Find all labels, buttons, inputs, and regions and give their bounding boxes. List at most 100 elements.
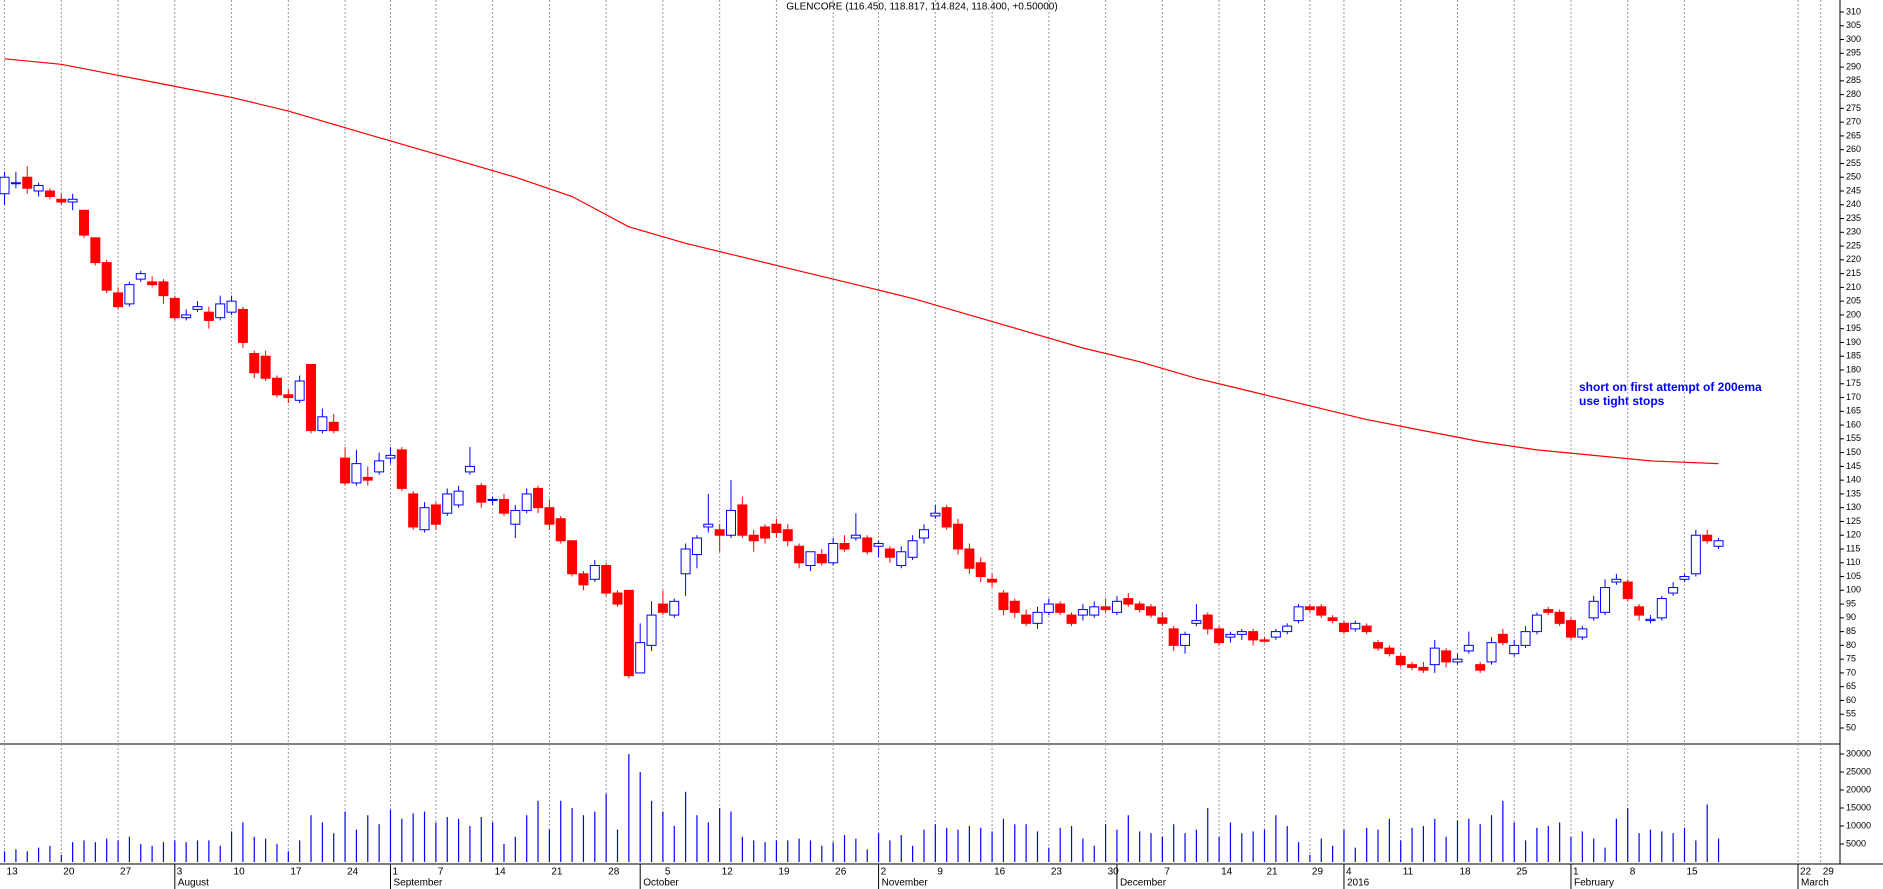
candle-body <box>113 292 124 308</box>
candle-body <box>181 314 192 319</box>
candle-body <box>1486 642 1497 663</box>
y-tick-label: 205 <box>1846 296 1861 306</box>
x-tick-label: 11 <box>1403 867 1414 878</box>
candle-body <box>1316 606 1327 616</box>
candle-body <box>1338 622 1349 633</box>
y-tick-label: 55 <box>1846 709 1856 719</box>
month-label: August <box>178 878 209 889</box>
candle-body <box>839 542 850 550</box>
candle-body <box>1259 639 1270 642</box>
y-tick-label: 90 <box>1846 612 1856 622</box>
candle-body <box>260 355 271 379</box>
candle-body <box>1395 655 1406 666</box>
candle-body <box>1123 598 1134 605</box>
candle-body <box>158 281 169 297</box>
x-tick-label: 21 <box>551 867 563 878</box>
candle-body <box>10 182 21 185</box>
candle-body <box>476 485 487 503</box>
y-tick-label: 270 <box>1846 117 1861 127</box>
volume-tick-label: 15000 <box>1846 802 1871 812</box>
y-tick-label: 155 <box>1846 433 1861 443</box>
candle-body <box>1577 628 1588 638</box>
x-tick-label: 2 <box>881 867 887 878</box>
candle-body <box>1089 606 1100 616</box>
candle-body <box>907 540 918 558</box>
y-tick-label: 70 <box>1846 667 1856 677</box>
y-tick-label: 60 <box>1846 695 1856 705</box>
chart-title: GLENCORE (116.450, 118.817, 114.824, 118… <box>786 2 1057 13</box>
candle-body <box>1407 664 1418 668</box>
candle-body <box>578 573 589 586</box>
candle-body <box>67 198 78 203</box>
candle-body <box>283 394 294 399</box>
y-tick-label: 75 <box>1846 654 1856 664</box>
candle-body <box>1168 628 1179 646</box>
y-tick-label: 290 <box>1846 61 1861 71</box>
y-tick-label: 110 <box>1846 557 1860 567</box>
x-tick-label: 18 <box>1459 867 1471 878</box>
candle-body <box>498 498 509 514</box>
candle-body <box>453 490 464 506</box>
candle-body <box>328 421 339 432</box>
y-tick-label: 80 <box>1846 640 1856 650</box>
candle-body <box>1497 633 1508 644</box>
x-tick-label: 26 <box>835 867 847 878</box>
candle-body <box>317 416 328 432</box>
candle-body <box>998 592 1009 611</box>
candle-body <box>635 642 646 674</box>
candle-body <box>33 184 44 192</box>
candle-body <box>169 297 180 319</box>
candle-body <box>203 311 214 321</box>
candle-body <box>1327 617 1338 622</box>
candle-body <box>691 537 702 556</box>
x-tick-label: 27 <box>120 867 132 878</box>
y-tick-label: 105 <box>1846 571 1861 581</box>
candle-body <box>805 551 816 567</box>
candle-body <box>601 565 612 594</box>
x-tick-label: 5 <box>665 867 671 878</box>
candle-body <box>1361 625 1372 633</box>
x-tick-label: 1 <box>1573 867 1579 878</box>
x-tick-label: 16 <box>994 867 1006 878</box>
candle-body <box>567 540 578 575</box>
candle-body <box>487 498 498 501</box>
candle-body <box>1600 587 1611 613</box>
x-tick-label: 9 <box>937 867 943 878</box>
volume-tick-label: 20000 <box>1846 784 1871 794</box>
candle-body <box>760 526 771 539</box>
candle-body <box>1270 631 1281 638</box>
candle-body <box>1225 633 1236 638</box>
x-tick-label: 7 <box>1164 867 1170 878</box>
candle-body <box>1021 614 1032 624</box>
candle-body <box>1134 603 1145 611</box>
candle-body <box>1611 578 1622 583</box>
candle-body <box>884 548 895 558</box>
candle-body <box>1066 614 1077 624</box>
candle-body <box>1191 620 1202 624</box>
y-tick-label: 200 <box>1846 309 1861 319</box>
candle-body <box>192 306 203 310</box>
y-tick-label: 225 <box>1846 240 1861 250</box>
y-tick-label: 65 <box>1846 681 1856 691</box>
x-tick-label: 17 <box>290 867 302 878</box>
candle-body <box>1100 606 1111 611</box>
candle-body <box>1384 647 1395 655</box>
candle-body <box>1157 617 1168 624</box>
candle-body <box>1236 631 1247 635</box>
candle-body <box>1032 611 1043 624</box>
candle-body <box>340 457 351 484</box>
candle-body <box>22 176 33 189</box>
candle-body <box>1043 603 1054 613</box>
candle-body <box>533 487 544 509</box>
candle-body <box>362 476 373 481</box>
x-tick-label: 22 <box>1800 867 1812 878</box>
y-tick-label: 280 <box>1846 89 1861 99</box>
candle-body <box>1350 622 1361 630</box>
candle-body <box>1475 664 1486 671</box>
candle-body <box>396 449 407 489</box>
y-tick-label: 95 <box>1846 598 1856 608</box>
candle-body <box>1679 576 1690 580</box>
x-tick-label: 4 <box>1346 867 1352 878</box>
x-tick-label: 8 <box>1630 867 1636 878</box>
